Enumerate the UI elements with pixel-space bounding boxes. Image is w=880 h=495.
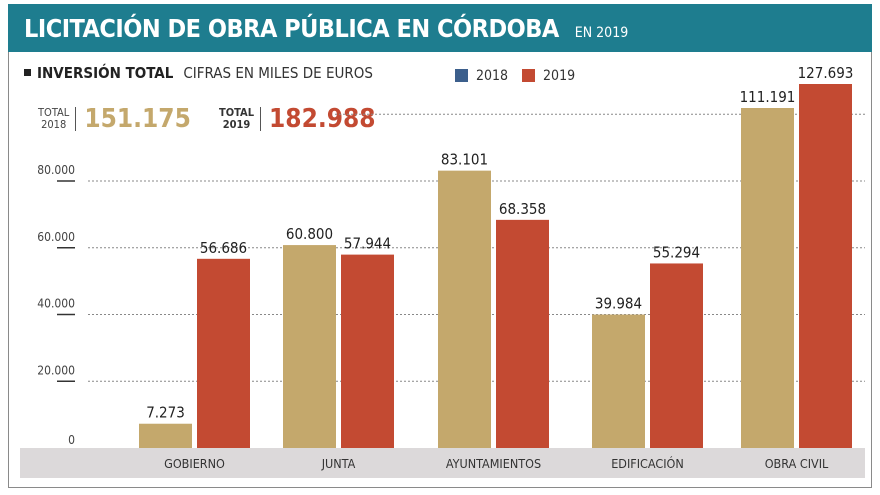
bar-2018-obra civil	[741, 108, 794, 448]
total-label: TOTAL 2018	[38, 107, 77, 131]
legend: 2018 2019	[455, 68, 575, 84]
total-value: 182.988	[269, 104, 376, 134]
legend-swatch	[522, 69, 536, 82]
data-label: 57.944	[344, 235, 391, 253]
bar-2018-ayuntamientos	[438, 170, 491, 449]
y-tick-label: 40.000	[37, 297, 75, 311]
data-label: 7.273	[146, 404, 185, 422]
category-label: OBRA CIVIL	[765, 456, 829, 471]
data-label: 56.686	[200, 239, 247, 257]
unit-label: CIFRAS EN MILES DE EUROS	[183, 64, 373, 82]
total-value: 151.175	[84, 104, 191, 134]
data-label: 111.191	[740, 88, 796, 106]
total-2019: TOTAL 2019 182.988	[219, 104, 376, 134]
bar-2018-gobierno	[139, 423, 192, 448]
category-label: JUNTA	[321, 456, 356, 471]
y-tick-label: 60.000	[37, 230, 75, 244]
chart-title: LICITACIÓN DE OBRA PÚBLICA EN CÓRDOBA	[24, 14, 559, 43]
y-tick-label: 20.000	[37, 363, 75, 377]
bar-2018-edificación	[592, 314, 645, 448]
section-title: INVERSIÓN TOTAL	[37, 64, 174, 82]
total-label: TOTAL 2019	[219, 107, 262, 131]
chart-subtitle: EN 2019	[574, 25, 629, 41]
y-tick-label: 80.000	[37, 163, 75, 177]
section-heading: INVERSIÓN TOTAL CIFRAS EN MILES DE EUROS	[24, 64, 373, 82]
header-bar: LICITACIÓN DE OBRA PÚBLICA EN CÓRDOBA EN…	[8, 4, 872, 52]
data-label: 39.984	[595, 295, 642, 313]
category-band	[20, 448, 865, 478]
bar-2019-gobierno	[197, 258, 250, 448]
category-label: AYUNTAMIENTOS	[446, 456, 541, 471]
legend-label: 2018	[476, 68, 509, 84]
legend-swatch	[455, 69, 468, 82]
bar-2019-ayuntamientos	[496, 219, 549, 448]
category-label: GOBIERNO	[164, 456, 225, 471]
data-label: 68.358	[499, 200, 546, 218]
bar-2019-junta	[341, 254, 394, 448]
data-label: 127.693	[798, 64, 854, 82]
bar-2019-obra civil	[799, 84, 852, 448]
bar-2018-junta	[283, 245, 336, 448]
legend-item-2019: 2019	[522, 68, 575, 84]
bar-2019-edificación	[650, 263, 703, 448]
data-label: 60.800	[286, 225, 333, 243]
legend-label: 2019	[543, 68, 576, 84]
bullet-square-icon	[24, 69, 31, 76]
category-label: EDIFICACIÓN	[611, 456, 684, 471]
y-tick-label: 0	[68, 433, 75, 447]
data-label: 83.101	[441, 151, 488, 169]
total-2018: TOTAL 2018 151.175	[38, 104, 191, 134]
data-label: 55.294	[653, 243, 700, 261]
legend-item-2018: 2018	[455, 68, 508, 84]
